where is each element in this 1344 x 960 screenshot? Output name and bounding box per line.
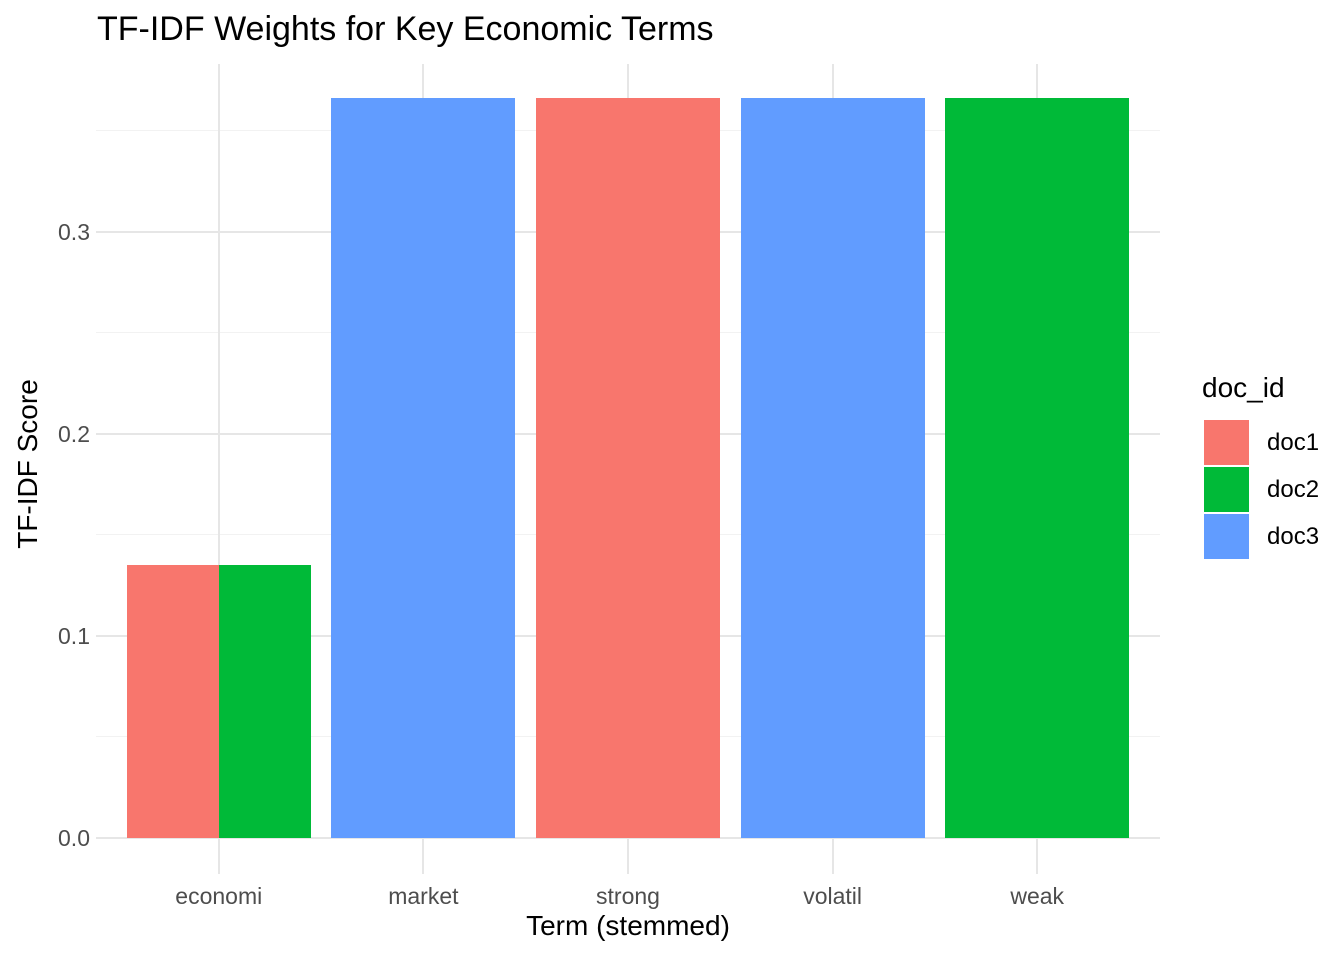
legend-swatch-doc1 xyxy=(1204,420,1249,465)
legend-swatch-doc3 xyxy=(1204,514,1249,559)
legend-swatch-doc2 xyxy=(1204,467,1249,512)
chart-title: TF-IDF Weights for Key Economic Terms xyxy=(97,10,714,48)
bar-economi-doc2 xyxy=(218,564,311,838)
bar-weak-doc2 xyxy=(945,98,1130,838)
x-tick-label-weak: weak xyxy=(1010,883,1065,909)
legend-title: doc_id xyxy=(1202,372,1285,403)
bar-strong-doc1 xyxy=(535,98,721,838)
y-tick-label: 0.2 xyxy=(58,420,90,447)
x-tick-label-economi: economi xyxy=(175,883,263,909)
y-tick-label: 0.3 xyxy=(58,218,90,245)
x-tick-label-volatil: volatil xyxy=(803,883,863,909)
gridline-major-x xyxy=(217,64,220,874)
x-tick-label-market: market xyxy=(388,883,459,909)
y-tick-label: 0.1 xyxy=(58,622,90,649)
x-axis-title: Term (stemmed) xyxy=(526,910,730,941)
y-axis-title: TF-IDF Score xyxy=(12,379,43,549)
bar-market-doc3 xyxy=(331,98,516,838)
legend-label-doc1: doc1 xyxy=(1267,429,1320,456)
legend-label-doc2: doc2 xyxy=(1267,476,1320,503)
x-tick-label-strong: strong xyxy=(596,883,660,909)
bar-volatil-doc3 xyxy=(740,98,925,838)
y-tick-label: 0.0 xyxy=(58,824,90,851)
bar-economi-doc1 xyxy=(126,564,219,838)
legend-label-doc3: doc3 xyxy=(1267,523,1320,550)
